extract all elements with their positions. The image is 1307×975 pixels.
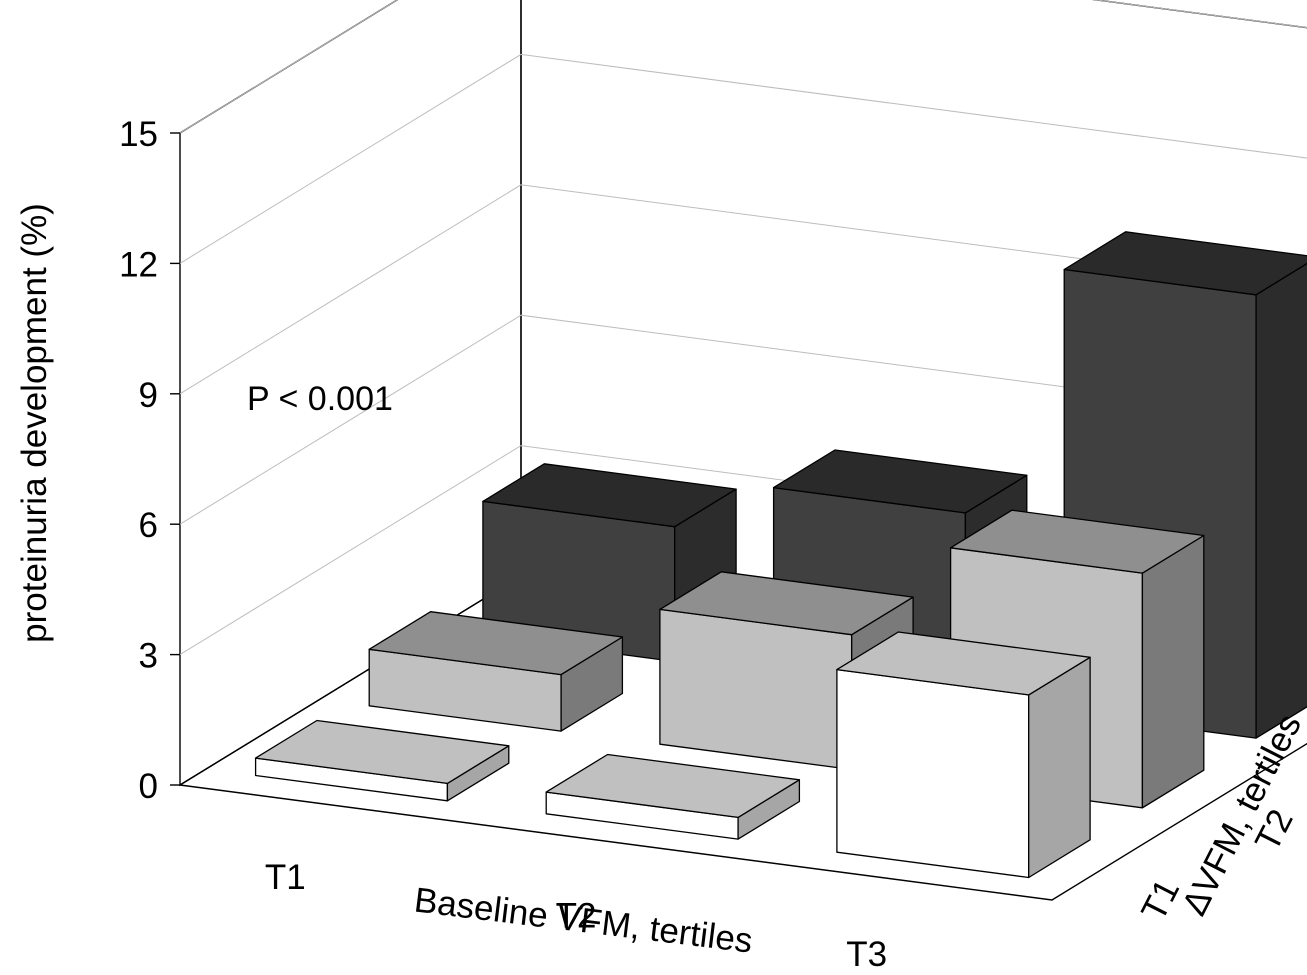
bar-top-face (772, 449, 1028, 514)
x-category-label: T1 (265, 858, 306, 897)
bar-front-face (659, 608, 853, 771)
y-tick-label: 12 (119, 245, 158, 284)
y-tick-label: 9 (139, 376, 158, 415)
y-axis-title: proteinuria development (%) (15, 203, 54, 643)
bar-row-T3-col-T3 (1063, 231, 1307, 739)
bars (254, 231, 1307, 879)
y-tick-label: 15 (119, 115, 158, 154)
bar-front-face (836, 668, 1030, 879)
bar-row-T2-col-T1 (368, 611, 624, 732)
bar-top-face (659, 571, 914, 636)
bar-side-face (1255, 262, 1307, 739)
bar-top-face (368, 611, 624, 676)
bar-row-T1-col-T2 (545, 753, 801, 840)
depth-category-label: T1 (1134, 873, 1187, 927)
bar-top-face (254, 719, 510, 785)
gridline (179, 0, 1307, 134)
y-tick-label: 6 (139, 506, 158, 545)
bar-top-face (949, 509, 1205, 574)
bar-side-face (1141, 534, 1205, 809)
bar-top-face (482, 463, 737, 528)
bar-top-face (836, 631, 1091, 696)
y-tick-label: 0 (139, 767, 158, 806)
gridlines (179, 0, 1307, 656)
x-category-label: T2 (556, 897, 597, 936)
bar-row-T1-col-T3 (836, 631, 1091, 879)
gridline (179, 53, 1307, 264)
x-category-label: T3 (846, 935, 887, 970)
axes (170, 132, 180, 786)
p-value-annotation: P < 0.001 (247, 380, 393, 418)
bar-side-face (1028, 656, 1091, 879)
bar-top-face (545, 753, 801, 819)
bar-top-face (1063, 231, 1307, 296)
y-tick-label: 3 (139, 637, 158, 676)
bar-row-T1-col-T1 (254, 719, 510, 802)
